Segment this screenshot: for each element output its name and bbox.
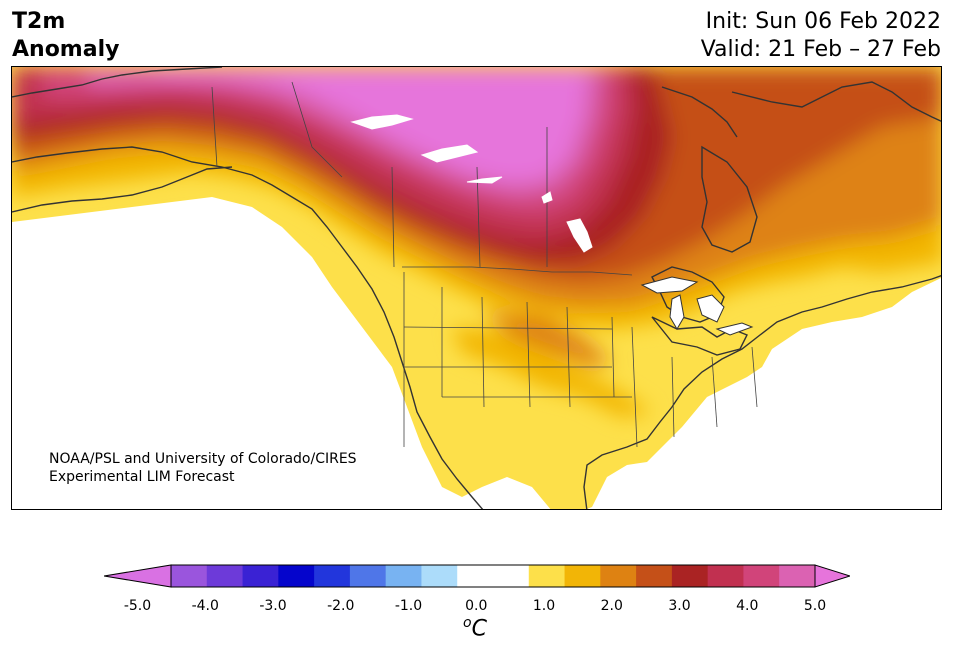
colorbar-segment: [636, 565, 673, 587]
colorbar-segment: [671, 565, 709, 587]
colorbar-segments: [171, 565, 816, 587]
title-line-2: Anomaly: [12, 37, 120, 62]
anomaly-field: [12, 67, 941, 509]
anomaly-map: [11, 66, 942, 510]
colorbar-segment: [242, 565, 279, 587]
colorbar: [104, 564, 850, 588]
map-svg: [12, 67, 941, 509]
colorbar-border: [170, 564, 816, 588]
great-lakes: [640, 276, 754, 336]
coastlines: [12, 67, 941, 509]
colorbar-tick-label: 5.0: [803, 598, 827, 614]
colorbar-tick-label: 3.0: [668, 598, 691, 614]
colorbar-segment: [707, 565, 744, 587]
credit-line-1: NOAA/PSL and University of Colorado/CIRE…: [49, 451, 357, 467]
colorbar-tick-label: -3.0: [259, 598, 287, 614]
colorbar-segment: [421, 565, 458, 587]
colorbar-segment: [206, 565, 244, 587]
colorbar-segment: [779, 565, 816, 587]
colorbar-unit: oC: [463, 615, 487, 641]
colorbar-segment: [564, 565, 601, 587]
colorbar-tick-label: -2.0: [327, 598, 355, 614]
lakes: [350, 114, 593, 253]
colorbar-segment: [528, 565, 566, 587]
colorbar-segment: [385, 565, 422, 587]
colorbar-tick-label: 1.0: [532, 598, 556, 614]
init-valid-info: Init: Sun 06 Feb 2022 Valid: 21 Feb – 27…: [701, 8, 941, 64]
colorbar-segment: [349, 565, 387, 587]
colorbar-segment: [743, 565, 780, 587]
colorbar-tick-label: 0.0: [465, 598, 488, 614]
colorbar-tick-label: -1.0: [394, 598, 423, 614]
state-province-borders: [211, 81, 758, 448]
init-date: Init: Sun 06 Feb 2022: [705, 9, 941, 34]
colorbar-segment: [493, 565, 530, 587]
colorbar-tick-label: -4.0: [191, 598, 219, 614]
colorbar-tick-label: 2.0: [600, 598, 623, 614]
unit-letter: C: [471, 616, 487, 642]
colorbar-right-extension: [814, 564, 850, 588]
title-line-1: T2m: [12, 9, 66, 34]
colorbar-segment: [171, 565, 208, 587]
colorbar-segment: [314, 565, 351, 587]
credit-line-2: Experimental LIM Forecast: [49, 469, 235, 485]
valid-range: Valid: 21 Feb – 27 Feb: [700, 37, 941, 62]
map-title: T2m Anomaly: [12, 8, 119, 64]
colorbar-tick-label: -5.0: [123, 598, 152, 614]
colorbar-segment: [600, 565, 637, 587]
colorbar-segment: [457, 565, 494, 587]
colorbar-left-extension: [104, 564, 172, 588]
credit-text: NOAA/PSL and University of Colorado/CIRE…: [49, 450, 357, 486]
colorbar-tick-label: 4.0: [736, 598, 759, 614]
colorbar-segment: [278, 565, 315, 587]
unit-degree: o: [463, 615, 472, 631]
